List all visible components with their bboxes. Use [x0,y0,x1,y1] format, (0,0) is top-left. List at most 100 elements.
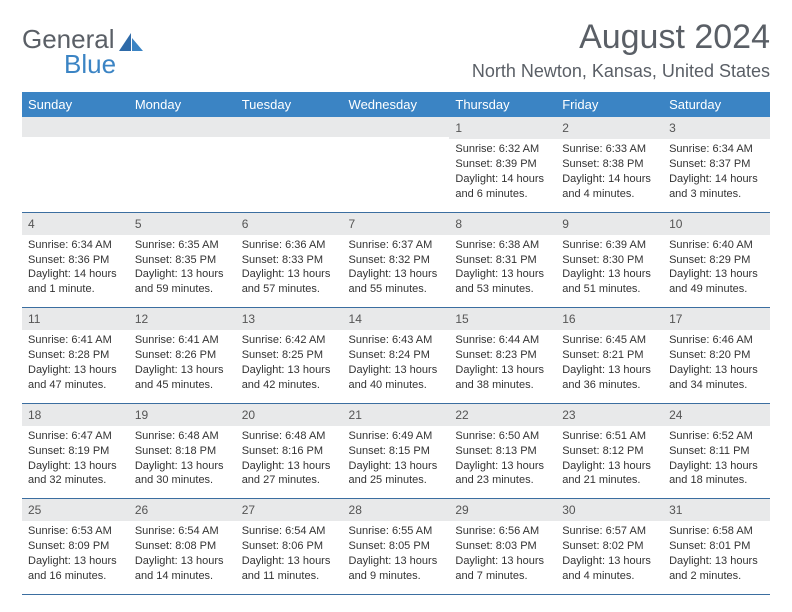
day-text: Sunrise: 6:40 AMSunset: 8:29 PMDaylight:… [663,235,770,307]
day-number: 27 [236,499,343,521]
calendar-cell: 30Sunrise: 6:57 AMSunset: 8:02 PMDayligh… [556,499,663,595]
day-number: 8 [449,213,556,235]
day-number: 10 [663,213,770,235]
day-text: Sunrise: 6:35 AMSunset: 8:35 PMDaylight:… [129,235,236,307]
month-title: August 2024 [472,18,770,57]
day-number: 22 [449,404,556,426]
calendar-cell: 3Sunrise: 6:34 AMSunset: 8:37 PMDaylight… [663,117,770,212]
day-number: 28 [343,499,450,521]
calendar-cell: 10Sunrise: 6:40 AMSunset: 8:29 PMDayligh… [663,212,770,308]
calendar-cell: 31Sunrise: 6:58 AMSunset: 8:01 PMDayligh… [663,499,770,595]
day-text: Sunrise: 6:46 AMSunset: 8:20 PMDaylight:… [663,330,770,402]
day-header: Thursday [449,92,556,117]
day-number: 23 [556,404,663,426]
day-text: Sunrise: 6:58 AMSunset: 8:01 PMDaylight:… [663,521,770,593]
calendar-cell: 13Sunrise: 6:42 AMSunset: 8:25 PMDayligh… [236,308,343,404]
calendar-cell: 2Sunrise: 6:33 AMSunset: 8:38 PMDaylight… [556,117,663,212]
calendar-cell [236,117,343,212]
day-text: Sunrise: 6:39 AMSunset: 8:30 PMDaylight:… [556,235,663,307]
calendar-cell: 29Sunrise: 6:56 AMSunset: 8:03 PMDayligh… [449,499,556,595]
calendar-row: 18Sunrise: 6:47 AMSunset: 8:19 PMDayligh… [22,403,770,499]
calendar-row: 11Sunrise: 6:41 AMSunset: 8:28 PMDayligh… [22,308,770,404]
day-number: 26 [129,499,236,521]
calendar-cell [343,117,450,212]
day-number [343,117,450,137]
day-number: 2 [556,117,663,139]
day-number: 9 [556,213,663,235]
day-text: Sunrise: 6:57 AMSunset: 8:02 PMDaylight:… [556,521,663,593]
calendar-cell: 6Sunrise: 6:36 AMSunset: 8:33 PMDaylight… [236,212,343,308]
calendar-cell: 25Sunrise: 6:53 AMSunset: 8:09 PMDayligh… [22,499,129,595]
day-text: Sunrise: 6:55 AMSunset: 8:05 PMDaylight:… [343,521,450,593]
day-text: Sunrise: 6:45 AMSunset: 8:21 PMDaylight:… [556,330,663,402]
day-number: 1 [449,117,556,139]
calendar-cell: 26Sunrise: 6:54 AMSunset: 8:08 PMDayligh… [129,499,236,595]
calendar-row: 25Sunrise: 6:53 AMSunset: 8:09 PMDayligh… [22,499,770,595]
day-header: Friday [556,92,663,117]
calendar-cell: 17Sunrise: 6:46 AMSunset: 8:20 PMDayligh… [663,308,770,404]
day-text: Sunrise: 6:50 AMSunset: 8:13 PMDaylight:… [449,426,556,498]
day-header: Monday [129,92,236,117]
day-number: 18 [22,404,129,426]
calendar-cell: 12Sunrise: 6:41 AMSunset: 8:26 PMDayligh… [129,308,236,404]
day-number [22,117,129,137]
day-text [22,137,129,195]
calendar-cell [129,117,236,212]
day-text: Sunrise: 6:34 AMSunset: 8:36 PMDaylight:… [22,235,129,307]
day-text: Sunrise: 6:38 AMSunset: 8:31 PMDaylight:… [449,235,556,307]
calendar-cell: 9Sunrise: 6:39 AMSunset: 8:30 PMDaylight… [556,212,663,308]
day-number: 14 [343,308,450,330]
day-text: Sunrise: 6:53 AMSunset: 8:09 PMDaylight:… [22,521,129,593]
day-number: 24 [663,404,770,426]
day-text: Sunrise: 6:36 AMSunset: 8:33 PMDaylight:… [236,235,343,307]
calendar-cell: 28Sunrise: 6:55 AMSunset: 8:05 PMDayligh… [343,499,450,595]
calendar-table: Sunday Monday Tuesday Wednesday Thursday… [22,92,770,595]
header: GeneralBlue August 2024 North Newton, Ka… [22,18,770,82]
day-number: 17 [663,308,770,330]
calendar-cell: 19Sunrise: 6:48 AMSunset: 8:18 PMDayligh… [129,403,236,499]
day-number: 13 [236,308,343,330]
day-number: 31 [663,499,770,521]
day-text: Sunrise: 6:41 AMSunset: 8:26 PMDaylight:… [129,330,236,402]
calendar-cell [22,117,129,212]
day-number: 25 [22,499,129,521]
calendar-cell: 8Sunrise: 6:38 AMSunset: 8:31 PMDaylight… [449,212,556,308]
calendar-cell: 11Sunrise: 6:41 AMSunset: 8:28 PMDayligh… [22,308,129,404]
calendar-body: 1Sunrise: 6:32 AMSunset: 8:39 PMDaylight… [22,117,770,594]
day-number: 3 [663,117,770,139]
day-number: 15 [449,308,556,330]
calendar-cell: 7Sunrise: 6:37 AMSunset: 8:32 PMDaylight… [343,212,450,308]
calendar-cell: 5Sunrise: 6:35 AMSunset: 8:35 PMDaylight… [129,212,236,308]
day-text: Sunrise: 6:32 AMSunset: 8:39 PMDaylight:… [449,139,556,211]
day-number: 11 [22,308,129,330]
day-text: Sunrise: 6:54 AMSunset: 8:08 PMDaylight:… [129,521,236,593]
day-number: 19 [129,404,236,426]
day-number: 16 [556,308,663,330]
day-text: Sunrise: 6:37 AMSunset: 8:32 PMDaylight:… [343,235,450,307]
day-text: Sunrise: 6:51 AMSunset: 8:12 PMDaylight:… [556,426,663,498]
day-header: Saturday [663,92,770,117]
title-block: August 2024 North Newton, Kansas, United… [472,18,770,82]
day-text: Sunrise: 6:34 AMSunset: 8:37 PMDaylight:… [663,139,770,211]
day-text [343,137,450,195]
day-header: Sunday [22,92,129,117]
calendar-row: 4Sunrise: 6:34 AMSunset: 8:36 PMDaylight… [22,212,770,308]
day-number: 7 [343,213,450,235]
day-number: 4 [22,213,129,235]
calendar-cell: 4Sunrise: 6:34 AMSunset: 8:36 PMDaylight… [22,212,129,308]
day-text: Sunrise: 6:54 AMSunset: 8:06 PMDaylight:… [236,521,343,593]
day-number [129,117,236,137]
day-number: 21 [343,404,450,426]
calendar-cell: 15Sunrise: 6:44 AMSunset: 8:23 PMDayligh… [449,308,556,404]
day-text: Sunrise: 6:52 AMSunset: 8:11 PMDaylight:… [663,426,770,498]
day-number: 29 [449,499,556,521]
day-number: 20 [236,404,343,426]
calendar-cell: 18Sunrise: 6:47 AMSunset: 8:19 PMDayligh… [22,403,129,499]
day-text: Sunrise: 6:47 AMSunset: 8:19 PMDaylight:… [22,426,129,498]
calendar-cell: 24Sunrise: 6:52 AMSunset: 8:11 PMDayligh… [663,403,770,499]
day-text: Sunrise: 6:41 AMSunset: 8:28 PMDaylight:… [22,330,129,402]
day-text: Sunrise: 6:56 AMSunset: 8:03 PMDaylight:… [449,521,556,593]
day-text [236,137,343,195]
calendar-cell: 20Sunrise: 6:48 AMSunset: 8:16 PMDayligh… [236,403,343,499]
day-number: 12 [129,308,236,330]
